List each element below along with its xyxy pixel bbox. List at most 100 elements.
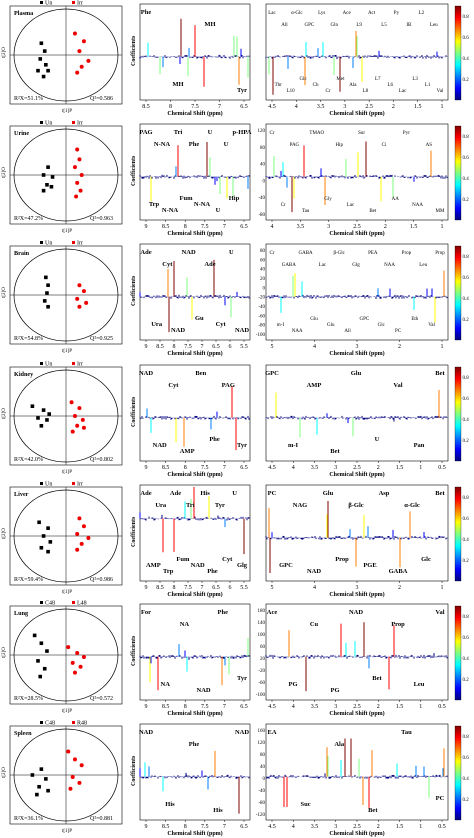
peak-label: Phe bbox=[141, 9, 152, 16]
r2x-label: R²X=54.8% bbox=[14, 336, 43, 342]
peak-label: Bet bbox=[435, 490, 445, 497]
score-point-left bbox=[47, 412, 51, 416]
score-point-left bbox=[37, 520, 41, 525]
peak-label: Tau bbox=[401, 729, 412, 736]
score-point-left bbox=[46, 283, 50, 287]
peak-label: Cyt bbox=[168, 382, 179, 389]
peak-label: NAD bbox=[197, 687, 211, 694]
x-axis-label: Chemical Shift (ppm) bbox=[167, 710, 222, 717]
score-point-right bbox=[81, 654, 86, 659]
score-point-right bbox=[72, 670, 77, 675]
legend-marker-right bbox=[72, 1, 75, 4]
peak-label: Ala bbox=[349, 83, 357, 88]
colorbar-gradient bbox=[454, 486, 462, 582]
score-point-left bbox=[39, 767, 44, 771]
y-tick-label: 40 bbox=[260, 268, 266, 273]
peak-label: EA bbox=[267, 729, 276, 736]
peak-label: Phe bbox=[218, 609, 229, 616]
plot-frame bbox=[139, 484, 251, 582]
colorbar-tick-label: 0.8 bbox=[463, 615, 470, 620]
score-x-label: t[1]P bbox=[62, 470, 72, 475]
legend-marker-right bbox=[72, 721, 75, 724]
x-tick-label: 7 bbox=[223, 465, 226, 471]
score-point-right bbox=[86, 58, 91, 63]
score-point-right bbox=[70, 774, 75, 779]
colorbar-tick-label: 0.6 bbox=[463, 756, 470, 761]
score-y-label: t[2]O bbox=[2, 287, 7, 298]
x-tick-label: 2.5 bbox=[365, 104, 373, 110]
colorbar-tick-label: 0.6 bbox=[463, 276, 470, 281]
peak-label: Glu bbox=[351, 370, 362, 377]
figure-row-kidney: Un Irr Kidney R²X=42.0% Q²=0.802 t[1]P t[2]O Co… bbox=[0, 361, 474, 479]
colorbar-tick-label: 0.4 bbox=[463, 57, 470, 62]
colorbar-tick-label: 0.6 bbox=[463, 636, 470, 641]
x-tick-label: 7.5 bbox=[201, 824, 209, 830]
y-axis-label: Coefficients bbox=[131, 635, 137, 666]
peak-label: Tyr bbox=[237, 442, 247, 449]
peak-label: L5 bbox=[381, 23, 387, 28]
peak-label: N-NA bbox=[194, 201, 211, 208]
peak-label: U bbox=[232, 490, 237, 497]
x-tick-label: 2.5 bbox=[353, 465, 361, 471]
peak-label: All bbox=[281, 23, 288, 28]
peak-label: AMP bbox=[146, 562, 161, 569]
score-plot-urine: Un Irr Urine R²X=47.2% Q²=0.963 t[1]P t[2]O bbox=[0, 120, 128, 238]
legend-label-left: C48 bbox=[45, 601, 55, 607]
x-tick-label: 8 bbox=[184, 824, 187, 830]
score-point-right bbox=[77, 516, 82, 521]
x-axis-label: Chemical Shift (ppm) bbox=[167, 471, 222, 478]
peak-label: Hip bbox=[229, 195, 240, 202]
y-tick-label: -80 bbox=[258, 213, 265, 218]
score-point-left bbox=[46, 526, 50, 530]
peak-label: Ala bbox=[334, 741, 345, 748]
x-tick-label: 8 bbox=[173, 585, 176, 591]
peak-label: Glg bbox=[352, 263, 360, 268]
x-tick-label: 7.5 bbox=[184, 344, 192, 350]
y-tick-label: -60 bbox=[258, 314, 265, 319]
peak-label: AA bbox=[392, 197, 400, 202]
loading-plot-svg: Coefficients NAD His Phe His NAD 9 8.5 8 7.5 7 6.5 C… bbox=[131, 723, 251, 837]
peak-label: PGE bbox=[363, 562, 376, 569]
colorbar-tick-label: 0.8 bbox=[463, 255, 470, 260]
peak-label: NA bbox=[180, 621, 190, 628]
score-point-left bbox=[44, 275, 48, 280]
x-axis-label: Chemical Shift (ppm) bbox=[329, 471, 384, 478]
x-tick-label: 6.5 bbox=[240, 104, 248, 110]
score-point-left bbox=[45, 418, 49, 422]
peak-label: Prop bbox=[335, 556, 349, 563]
score-point-right bbox=[77, 157, 82, 162]
y-tick-label: 60 bbox=[260, 258, 266, 263]
peak-label: α-Glc bbox=[291, 11, 303, 16]
score-plot-svg: C48 R48 Spleen R²X=36.1% Q²=0.881 t[1]P t[2]O bbox=[2, 721, 123, 834]
y-tick-label: -100 bbox=[256, 693, 266, 698]
legend-marker-right bbox=[72, 362, 75, 365]
x-tick-label: 3 bbox=[327, 224, 330, 230]
x-tick-label: 1 bbox=[419, 824, 422, 830]
peak-label: Cr bbox=[326, 89, 331, 94]
peak-label: IB bbox=[406, 23, 412, 28]
x-tick-label: 6.5 bbox=[212, 585, 220, 591]
x-tick-label: 3 bbox=[343, 104, 346, 110]
score-point-right bbox=[75, 547, 80, 552]
peak-label: α-Glc bbox=[404, 502, 420, 509]
peak-label: Glc bbox=[299, 77, 307, 82]
peak-label: L2 bbox=[419, 11, 425, 16]
peak-label: NAD bbox=[307, 568, 321, 575]
colorbar-tick-label: 0.4 bbox=[463, 657, 470, 662]
peak-label: L7 bbox=[375, 77, 381, 82]
loading-plot-svg: Coefficients Phe MH MH Tyr 8.5 8 7.5 7 6.5 Chemica… bbox=[131, 3, 251, 117]
y-tick-label: -40 bbox=[258, 196, 265, 201]
x-tick-label: 8.5 bbox=[162, 224, 170, 230]
r2x-label: R²X=42.0% bbox=[14, 457, 43, 463]
x-tick-label: 4 bbox=[271, 224, 274, 230]
peak-label: Prop bbox=[402, 251, 412, 256]
x-tick-label: 0.5 bbox=[438, 824, 446, 830]
score-point-right bbox=[66, 645, 71, 650]
colorbar-gradient bbox=[454, 245, 462, 341]
loading-plot-svg: Coefficients For NA NA NAD Phe Tyr 9 8.5 8 7.5 7 6.5… bbox=[131, 603, 251, 717]
score-y-label: t[2]O bbox=[2, 647, 7, 658]
score-point-right bbox=[69, 400, 74, 405]
legend-marker-left bbox=[40, 601, 43, 604]
peak-label: Act bbox=[368, 11, 376, 16]
peak-label: U bbox=[229, 249, 234, 256]
